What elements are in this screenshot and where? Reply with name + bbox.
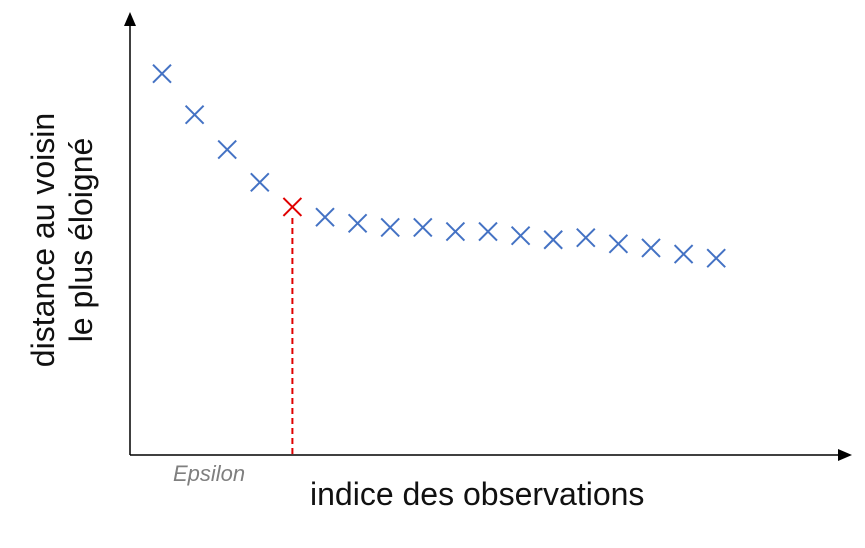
data-point (152, 63, 172, 84)
y-axis-arrow (124, 12, 136, 26)
x-axis-arrow (838, 449, 852, 461)
data-point (217, 139, 237, 160)
points-layer (152, 63, 726, 268)
y-axis-label-line-1: distance au voisin (25, 112, 61, 368)
data-point (576, 227, 596, 248)
data-point (543, 230, 563, 250)
data-point (673, 244, 694, 264)
y-axis-label-line-2: le plus éloigné (63, 137, 99, 343)
data-point (380, 217, 400, 238)
data-point (510, 225, 531, 246)
y-axis-label: distance au voisin le plus éloigné (24, 113, 100, 367)
data-point (608, 234, 629, 254)
epsilon-label: Epsilon (173, 461, 246, 486)
data-point (413, 217, 433, 238)
data-point (478, 221, 498, 242)
epsilon-point (282, 197, 303, 217)
data-point (315, 207, 335, 227)
x-axis-label: indice des observations (310, 476, 645, 512)
data-point (706, 248, 726, 268)
data-point (184, 104, 205, 125)
data-point (250, 172, 270, 193)
data-point (641, 238, 661, 258)
data-point (445, 221, 466, 242)
data-point (347, 213, 368, 234)
